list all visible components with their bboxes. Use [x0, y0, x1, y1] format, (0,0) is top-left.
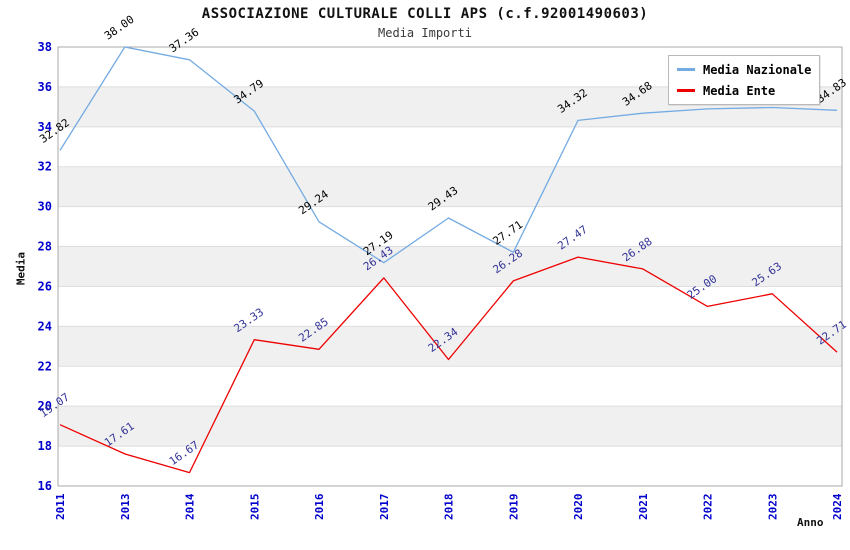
x-tick-label: 2024 — [831, 493, 844, 520]
legend-label: Media Ente — [703, 83, 776, 98]
plot-band — [58, 166, 842, 207]
x-tick-label: 2023 — [766, 494, 779, 521]
legend-box: Media Nazionale Media Ente — [668, 55, 820, 105]
y-tick-label: 34 — [38, 120, 52, 134]
plot-band — [58, 246, 842, 287]
series-line-media-nazionale — [59, 46, 838, 264]
y-tick-label: 28 — [38, 240, 52, 254]
x-tick-label: 2022 — [702, 494, 715, 521]
x-tick-label: 2020 — [572, 494, 585, 521]
x-tick-label: 2013 — [119, 494, 132, 521]
x-axis-title: Anno — [797, 516, 824, 529]
plot-frame — [57, 46, 843, 487]
y-tick-label: 20 — [38, 399, 52, 413]
chart-subtitle: Media Importi — [378, 26, 472, 40]
x-tick-label: 2016 — [313, 493, 326, 520]
x-tick-label: 2011 — [54, 493, 67, 520]
x-tick-label: 2018 — [443, 494, 456, 521]
x-tick-label: 2014 — [184, 493, 197, 520]
value-label: 27.71 — [491, 218, 526, 248]
x-tick-label: 2015 — [248, 494, 261, 521]
y-tick-label: 26 — [38, 279, 52, 293]
y-tick-label: 24 — [38, 319, 52, 333]
series-line-media-ente — [59, 256, 838, 474]
y-tick-label: 36 — [38, 80, 52, 94]
chart-title: ASSOCIAZIONE CULTURALE COLLI APS (c.f.92… — [201, 6, 649, 22]
y-tick-label: 16 — [38, 479, 52, 493]
y-tick-label: 22 — [38, 359, 52, 373]
x-tick-label: 2019 — [507, 494, 520, 521]
legend-label: Media Nazionale — [703, 62, 812, 77]
y-tick-label: 18 — [38, 439, 52, 453]
y-tick-label: 32 — [38, 160, 52, 174]
media-nazionale-line-swatch-icon — [677, 68, 695, 71]
x-tick-label: 2017 — [378, 494, 391, 521]
value-label: 38.00 — [102, 13, 137, 43]
plot-band — [58, 406, 842, 447]
plot-band — [58, 326, 842, 367]
legend-item-media-nazionale: Media Nazionale — [677, 63, 819, 77]
y-tick-label: 30 — [38, 200, 52, 214]
x-tick-label: 2021 — [637, 493, 650, 520]
value-label: 37.36 — [167, 26, 202, 56]
y-tick-label: 38 — [38, 40, 52, 54]
legend-item-media-ente: Media Ente — [677, 84, 819, 98]
media-ente-line-swatch-icon — [677, 89, 695, 92]
